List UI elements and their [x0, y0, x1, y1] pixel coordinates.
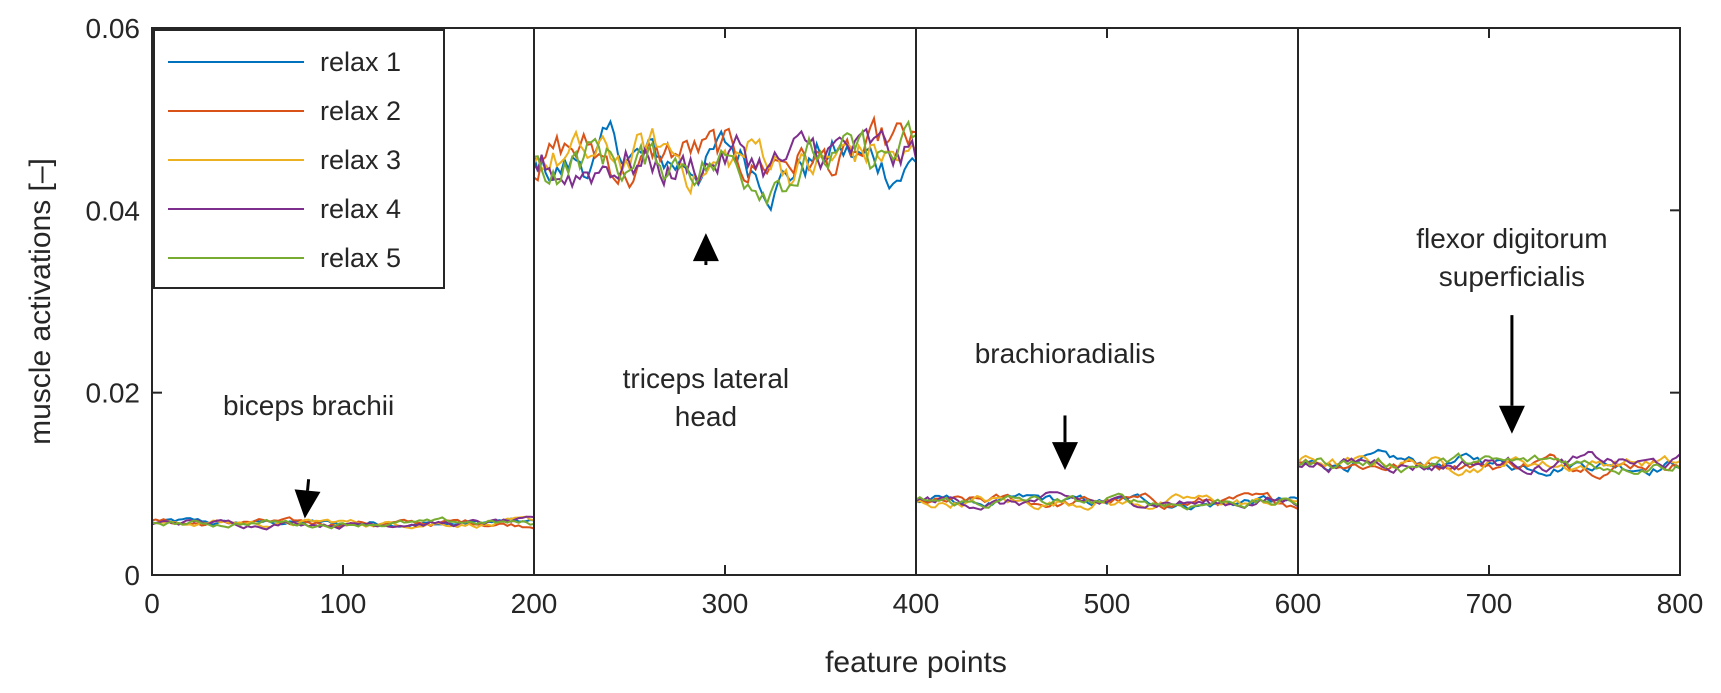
legend: relax 1 relax 2 relax 3 relax 4 relax 5 — [153, 29, 445, 289]
annotation-text: head — [675, 401, 737, 432]
annotation-arrow-head — [692, 233, 719, 262]
annotation-1: triceps lateral head — [623, 233, 790, 432]
legend-label: relax 2 — [320, 96, 401, 126]
x-tick-label: 500 — [1084, 588, 1131, 619]
annotation-text: brachioradialis — [975, 338, 1156, 369]
annotation-arrow-head — [294, 489, 321, 519]
annotation-arrow-shaft — [306, 479, 311, 491]
annotation-text: triceps lateral — [623, 363, 790, 394]
annotation-3: flexor digitorum superficialis — [1416, 223, 1608, 434]
annotation-text: superficialis — [1439, 261, 1585, 292]
legend-label: relax 3 — [320, 145, 401, 175]
x-tick-label: 300 — [702, 588, 749, 619]
annotation-arrow-head — [1498, 405, 1525, 434]
legend-label: relax 1 — [320, 47, 401, 77]
segment-dividers — [533, 28, 1299, 575]
x-tick-label: 800 — [1657, 588, 1704, 619]
y-axis: 0 0.02 0.04 0.06 — [86, 13, 1680, 591]
y-tick-label: 0 — [124, 560, 140, 591]
x-tick-label: 600 — [1275, 588, 1322, 619]
y-tick-label: 0.02 — [86, 378, 141, 409]
legend-label: relax 4 — [320, 194, 401, 224]
x-tick-label: 700 — [1466, 588, 1513, 619]
x-tick-label: 100 — [320, 588, 367, 619]
x-tick-label: 0 — [144, 588, 160, 619]
annotation-arrow-head — [1051, 442, 1078, 471]
y-tick-label: 0.06 — [86, 13, 141, 44]
x-tick-label: 400 — [893, 588, 940, 619]
annotation-0: biceps brachii — [223, 390, 394, 519]
x-axis: 0 100 200 300 400 500 600 700 800 — [144, 28, 1703, 619]
annotation-text: flexor digitorum — [1416, 223, 1607, 254]
annotation-2: brachioradialis — [975, 338, 1156, 471]
x-axis-label: feature points — [825, 646, 1007, 679]
legend-label: relax 5 — [320, 243, 401, 273]
annotation-text: biceps brachii — [223, 390, 394, 421]
y-axis-label: muscle activations [–] — [24, 158, 57, 445]
x-tick-label: 200 — [511, 588, 558, 619]
annotations: biceps brachii triceps lateral head brachio… — [223, 223, 1608, 519]
y-tick-label: 0.04 — [86, 195, 141, 226]
